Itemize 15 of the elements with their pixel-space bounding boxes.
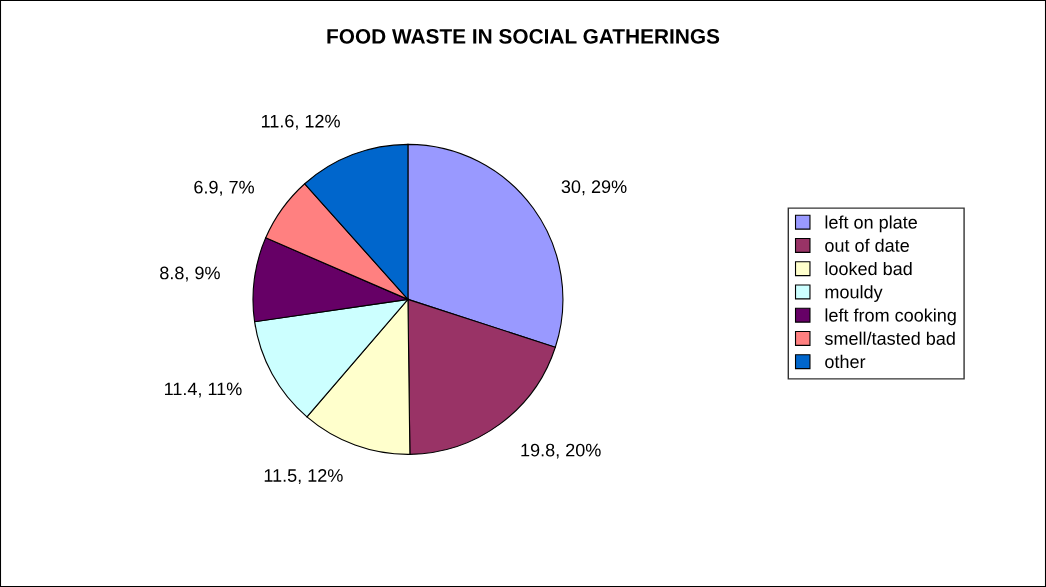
data-label: 6.9, 7% <box>194 180 254 196</box>
legend-label: left on plate <box>825 215 917 233</box>
legend-label: smell/tasted bad <box>824 331 955 345</box>
legend-label: looked bad <box>825 261 912 276</box>
data-label: 11.5, 12% <box>264 469 343 485</box>
data-label: 19.8, 20% <box>521 443 601 459</box>
legend-label: mouldy <box>825 285 883 302</box>
chart-title: FOOD WASTE IN SOCIAL GATHERINGS <box>327 28 720 44</box>
legend-label: out of date <box>825 238 909 252</box>
legend-label: other <box>825 354 866 369</box>
data-label: 11.4, 11% <box>165 382 242 398</box>
data-label: 11.6, 12% <box>261 114 340 130</box>
data-label: 30, 29% <box>561 180 627 196</box>
data-label: 8.8, 9% <box>160 266 220 282</box>
legend-label: left from cooking <box>825 308 956 326</box>
